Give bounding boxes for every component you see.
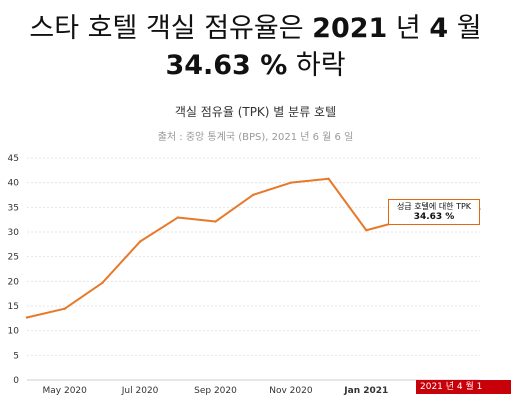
x-tick-label: Sep 2020 [194, 386, 237, 396]
x-tick-label: Jul 2020 [121, 386, 159, 396]
hover-date-label: 2021 년 4 월 1 [416, 380, 511, 394]
y-tick-label: 15 [8, 302, 19, 312]
tooltip-value: 34.63 % [413, 212, 455, 222]
headline-month: 4 [429, 13, 449, 44]
y-tick-label: 20 [8, 277, 20, 287]
data-point [365, 229, 368, 232]
headline-line-2: 34.63 % 하락 [0, 47, 511, 84]
y-tick-label: 35 [8, 203, 19, 213]
data-point [138, 240, 142, 243]
data-point [101, 281, 104, 285]
data-point [289, 181, 293, 184]
y-tick-label: 45 [8, 154, 19, 164]
headline-text-3: 월 [448, 13, 482, 44]
chart-subtitle: 출처 : 중앙 통계국 (BPS), 2021 년 6 월 6 일 [157, 132, 354, 143]
y-tick-label: 10 [8, 327, 20, 337]
y-tick-label: 25 [8, 253, 19, 263]
data-point [252, 193, 255, 197]
tooltip-label: 성급 호텔에 대한 TPK [396, 202, 472, 211]
tooltip: 성급 호텔에 대한 TPK 34.63 % [388, 199, 480, 225]
x-tick-label: May 2020 [43, 386, 88, 396]
y-tick-label: 40 [8, 179, 20, 189]
headline-line-1: 스타 호텔 객실 점유율은 2021 년 4 월 [0, 10, 511, 47]
data-point [214, 220, 217, 223]
chart-title: 객실 점유율 (TPK) 별 분류 호텔 [174, 105, 337, 119]
headline-year: 2021 [312, 13, 388, 44]
data-point [327, 177, 330, 180]
data-point [25, 316, 29, 319]
headline-text-1: 스타 호텔 객실 점유율은 [29, 13, 313, 44]
y-tick-label: 30 [8, 228, 20, 238]
y-tick-label: 5 [13, 351, 19, 361]
x-tick-label: Jan 2021 [343, 386, 388, 396]
headline-text-4: 하락 [287, 50, 346, 81]
headline-percent: 34.63 % [165, 50, 288, 81]
headline-text-2: 년 [387, 13, 430, 44]
data-point [63, 307, 66, 310]
data-point [176, 216, 179, 219]
headline: 스타 호텔 객실 점유율은 2021 년 4 월 34.63 % 하락 [0, 10, 511, 84]
y-tick-label: 0 [13, 376, 19, 386]
x-tick-label: Nov 2020 [269, 386, 313, 396]
